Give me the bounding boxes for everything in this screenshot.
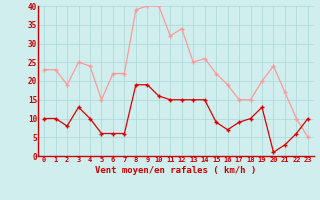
- X-axis label: Vent moyen/en rafales ( km/h ): Vent moyen/en rafales ( km/h ): [95, 166, 257, 175]
